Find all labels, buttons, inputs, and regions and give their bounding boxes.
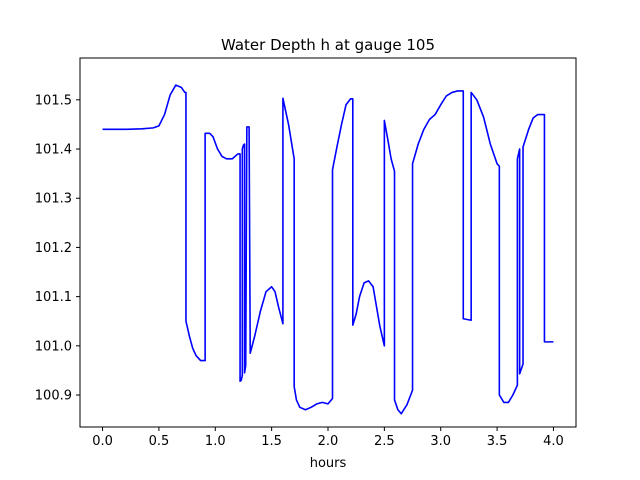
y-tick-label: 101.2 <box>35 241 72 256</box>
y-tick-label: 101.1 <box>35 290 72 305</box>
y-tick-label: 101.4 <box>35 143 72 158</box>
chart-title: Water Depth h at gauge 105 <box>221 36 435 54</box>
x-tick-label: 1.5 <box>261 434 282 449</box>
x-axis: 0.0 0.5 1.0 1.5 2.0 2.5 3.0 3.5 4.0 <box>92 427 564 449</box>
series-line-1 <box>102 84 554 415</box>
y-axis: 100.9 101.0 101.1 101.2 101.3 101.4 101.5 <box>35 93 80 404</box>
y-tick-label: 101.0 <box>35 339 72 354</box>
y-tick-label: 101.3 <box>35 192 72 207</box>
y-tick-label: 101.5 <box>35 93 72 108</box>
x-axis-label: hours <box>310 456 347 471</box>
x-tick-label: 1.0 <box>205 434 226 449</box>
x-tick-label: 0.0 <box>92 434 113 449</box>
y-tick-label: 100.9 <box>35 389 72 404</box>
x-tick-label: 3.5 <box>487 434 508 449</box>
x-tick-label: 0.5 <box>149 434 170 449</box>
x-tick-label: 3.0 <box>430 434 451 449</box>
x-tick-label: 2.5 <box>374 434 395 449</box>
axes-frame <box>79 57 577 428</box>
plot-area <box>102 84 554 415</box>
x-tick-label: 4.0 <box>543 434 564 449</box>
x-tick-label: 2.0 <box>318 434 339 449</box>
